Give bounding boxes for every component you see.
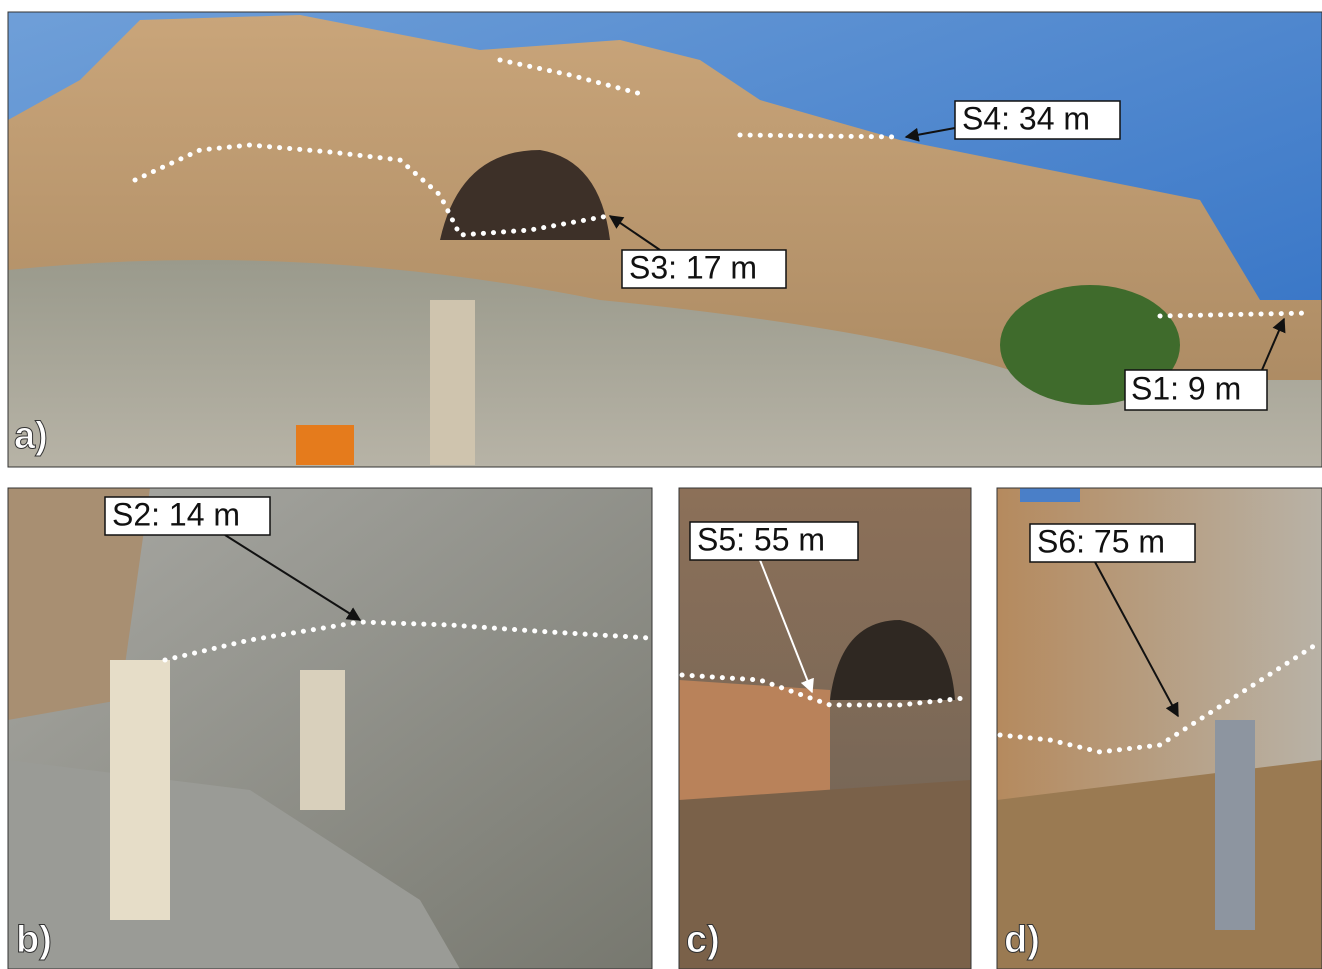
arrow [1094,561,1179,718]
arrow [904,127,956,142]
level-line [497,57,648,98]
panel-label: b) [16,919,52,961]
rock [679,680,830,800]
annotation: S3: 17 m [629,249,757,285]
frame [996,487,1322,969]
label-box [1124,369,1268,411]
person [110,660,170,920]
panel-label: d) [1004,919,1040,961]
arrow [759,559,814,694]
label-box [104,496,271,536]
label-box [621,249,787,289]
panel-b: S2: 14 m b) [7,487,653,969]
annotation: S4: 34 m [962,100,1090,136]
arrow [608,215,661,251]
ground [679,780,971,969]
level-line [997,639,1322,755]
level-line [132,142,611,238]
frame [7,487,653,969]
level-line [162,619,653,663]
label-box [689,521,859,561]
cave [830,620,955,700]
arrow [1261,317,1286,371]
panel-label: a) [14,415,48,457]
ground [8,260,1322,467]
level-line [737,132,903,140]
annotation: S1: 9 m [1131,370,1241,406]
arrow [224,534,362,621]
person [430,300,475,465]
frame [7,11,1322,468]
label-box [1029,523,1196,563]
panel-a: S4: 34 m S3: 17 m S1: 9 m a) [7,11,1322,468]
annotation: S6: 75 m [1037,523,1165,559]
panel-label: c) [686,919,720,961]
sky [1020,488,1080,502]
person [300,670,345,810]
case [296,425,354,465]
person [1215,720,1255,930]
level-line [679,672,968,708]
cave [440,150,610,240]
frame [678,487,972,969]
label-box [954,100,1121,140]
annotation: S5: 55 m [697,521,825,557]
panel-c: S5: 55 m c) [678,487,972,969]
panel-d: S6: 75 m d) [996,487,1322,969]
annotation: S2: 14 m [112,496,240,532]
